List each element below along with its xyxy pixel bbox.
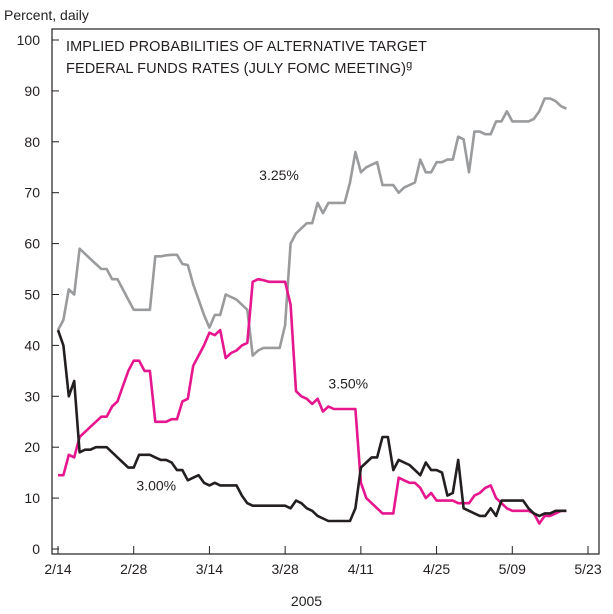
y-tick-label: 70 bbox=[24, 185, 40, 201]
x-tick-label: 4/11 bbox=[348, 561, 374, 577]
x-tick-label: 2/28 bbox=[120, 561, 147, 577]
x-tick-label: 5/23 bbox=[574, 561, 601, 577]
series-line-325 bbox=[56, 97, 567, 357]
y-tick-label: 100 bbox=[17, 32, 41, 48]
plot-frame bbox=[51, 28, 600, 555]
y-axis: 0 10 20 30 40 50 60 70 80 90 100 bbox=[17, 32, 59, 557]
chart-title: IMPLIED PROBABILITIES OF ALTERNATIVE TAR… bbox=[66, 38, 427, 78]
x-tick-label: 2/14 bbox=[44, 561, 71, 577]
series-line-350 bbox=[58, 277, 567, 525]
chart-title-line1: IMPLIED PROBABILITIES OF ALTERNATIVE TAR… bbox=[66, 39, 427, 55]
series-label-325: 3.25% bbox=[259, 167, 299, 183]
y-tick-label: 30 bbox=[24, 388, 40, 404]
x-tick-label: 4/25 bbox=[423, 561, 450, 577]
y-axis-title: Percent, daily bbox=[4, 7, 89, 23]
chart-title-footnote: g bbox=[406, 59, 413, 71]
series-labels: 3.25% 3.50% 3.00% bbox=[136, 167, 368, 493]
y-tick-label: 40 bbox=[24, 337, 40, 353]
series-line-300 bbox=[56, 329, 567, 523]
x-axis: 2/14 2/28 3/14 3/28 4/11 4/25 5/09 5/23 bbox=[44, 546, 602, 577]
y-tick-label: 10 bbox=[24, 490, 40, 506]
y-tick-label: 80 bbox=[24, 134, 40, 150]
y-tick-label: 0 bbox=[32, 541, 40, 557]
x-tick-label: 3/14 bbox=[196, 561, 223, 577]
x-tick-label: 5/09 bbox=[499, 561, 526, 577]
series-label-300: 3.00% bbox=[136, 477, 176, 493]
y-tick-label: 60 bbox=[24, 236, 40, 252]
y-tick-label: 90 bbox=[24, 83, 40, 99]
chart-title-line2: FEDERAL FUNDS RATES (JULY FOMC MEETING) bbox=[66, 61, 407, 77]
y-tick-label: 50 bbox=[24, 287, 40, 303]
x-axis-title: 2005 bbox=[290, 593, 323, 609]
y-tick-label: 20 bbox=[24, 439, 40, 455]
series-group bbox=[56, 97, 567, 525]
x-tick-label: 3/28 bbox=[272, 561, 299, 577]
series-label-350: 3.50% bbox=[328, 376, 368, 392]
